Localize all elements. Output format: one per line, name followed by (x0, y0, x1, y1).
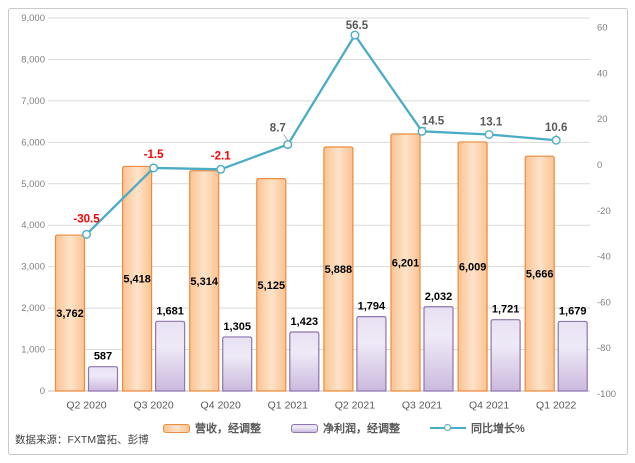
revenue-bar (524, 155, 555, 392)
revenue-bar-label: 5,888 (325, 264, 353, 276)
category-label: Q1 2021 (268, 400, 308, 412)
growth-line (85, 33, 558, 236)
profit-bar-label: 1,794 (358, 301, 386, 313)
revenue-bar (256, 177, 287, 392)
category-label: Q3 2020 (133, 400, 173, 412)
left-axis-tick: 7,000 (21, 96, 45, 107)
growth-point-marker (484, 130, 494, 140)
profit-bar-label: 587 (94, 351, 112, 363)
legend-item-profit: 净利润，经调整 (291, 420, 400, 436)
category-label: Q2 2021 (335, 400, 375, 412)
profit-bar-label: 1,423 (291, 316, 319, 328)
growth-point-label: -1.5 (144, 149, 164, 161)
line-marker-icon (430, 424, 466, 431)
right-axis-tick: -20 (597, 206, 611, 217)
growth-point-label: 14.5 (422, 115, 445, 127)
left-axis-tick: 9,000 (21, 13, 45, 24)
category-label: Q4 2021 (469, 400, 509, 412)
label-leader-line (283, 134, 289, 141)
revenue-bar-label: 5,125 (258, 280, 286, 292)
right-axis-tick: 0 (597, 160, 602, 171)
left-axis-tick: 3,000 (21, 262, 45, 273)
revenue-bar-label: 5,418 (123, 274, 151, 286)
profit-bar (423, 306, 454, 392)
profit-bar-label: 1,721 (492, 304, 520, 316)
right-axis-tick: -80 (597, 343, 611, 354)
growth-point-marker (350, 30, 360, 40)
legend-label-profit: 净利润，经调整 (323, 423, 400, 435)
growth-point-marker (216, 164, 226, 174)
right-axis-tick: 20 (597, 114, 608, 125)
profit-bar-label: 1,305 (223, 321, 251, 333)
revenue-bar-label: 6,201 (392, 258, 420, 270)
growth-point-label: -2.1 (211, 150, 231, 162)
category-label: Q4 2020 (201, 400, 241, 412)
right-axis-tick: -40 (597, 252, 611, 263)
growth-point-label: -30.5 (73, 213, 100, 225)
right-axis-tick: 60 (597, 23, 608, 34)
source-note: 数据来源：FXTM富拓、彭博 (15, 434, 149, 446)
left-axis-tick: 2,000 (21, 303, 45, 314)
left-axis-tick: 6,000 (21, 137, 45, 148)
revenue-swatch-icon (163, 423, 190, 433)
legend-item-growth: 同比增长% (430, 420, 525, 436)
category-label: Q2 2020 (66, 400, 106, 412)
left-axis-tick: 8,000 (21, 54, 45, 65)
category-label: Q3 2021 (402, 400, 442, 412)
revenue-bar (390, 133, 421, 392)
profit-swatch-icon (291, 423, 318, 433)
growth-point-marker (551, 135, 561, 145)
profit-bar-label: 1,681 (156, 305, 184, 317)
left-axis-tick: 1,000 (21, 345, 45, 356)
revenue-bar-label: 5,666 (526, 269, 554, 281)
profit-bar-label: 1,679 (559, 305, 587, 317)
legend-item-revenue: 营收，经调整 (163, 420, 261, 436)
revenue-bar-label: 6,009 (459, 261, 487, 273)
revenue-bar-label: 5,314 (190, 276, 218, 288)
profit-bar (222, 336, 253, 392)
chart-legend: 营收，经调整 净利润，经调整 同比增长% (163, 420, 555, 436)
left-axis-tick: 5,000 (21, 179, 45, 190)
growth-point-label: 13.1 (480, 117, 503, 129)
growth-point-marker (149, 163, 159, 173)
right-axis-tick: -100 (597, 389, 616, 400)
right-axis-tick: -60 (597, 297, 611, 308)
growth-point-marker (81, 229, 91, 239)
growth-point-label: 56.5 (346, 20, 369, 32)
category-label: Q1 2022 (536, 400, 576, 412)
growth-point-label: 10.6 (545, 122, 567, 134)
revenue-bar (323, 146, 354, 392)
growth-point-marker (283, 140, 293, 150)
growth-point-label: 8.7 (270, 123, 286, 135)
profit-bar (155, 320, 186, 392)
right-axis-tick: 40 (597, 68, 608, 79)
profit-bar (557, 320, 588, 392)
growth-point-marker (417, 126, 427, 136)
profit-bar (490, 319, 521, 392)
profit-bar-label: 2,032 (425, 291, 453, 303)
legend-label-revenue: 营收，经调整 (195, 423, 261, 435)
legend-label-growth: 同比增长% (471, 423, 525, 435)
profit-bar (87, 366, 119, 392)
revenue-bar-label: 3,762 (56, 308, 84, 320)
left-axis-tick: 0 (40, 386, 45, 397)
profit-bar (289, 331, 320, 392)
left-axis-tick: 4,000 (21, 220, 45, 231)
revenue-bar (457, 141, 488, 392)
profit-bar (356, 316, 387, 392)
